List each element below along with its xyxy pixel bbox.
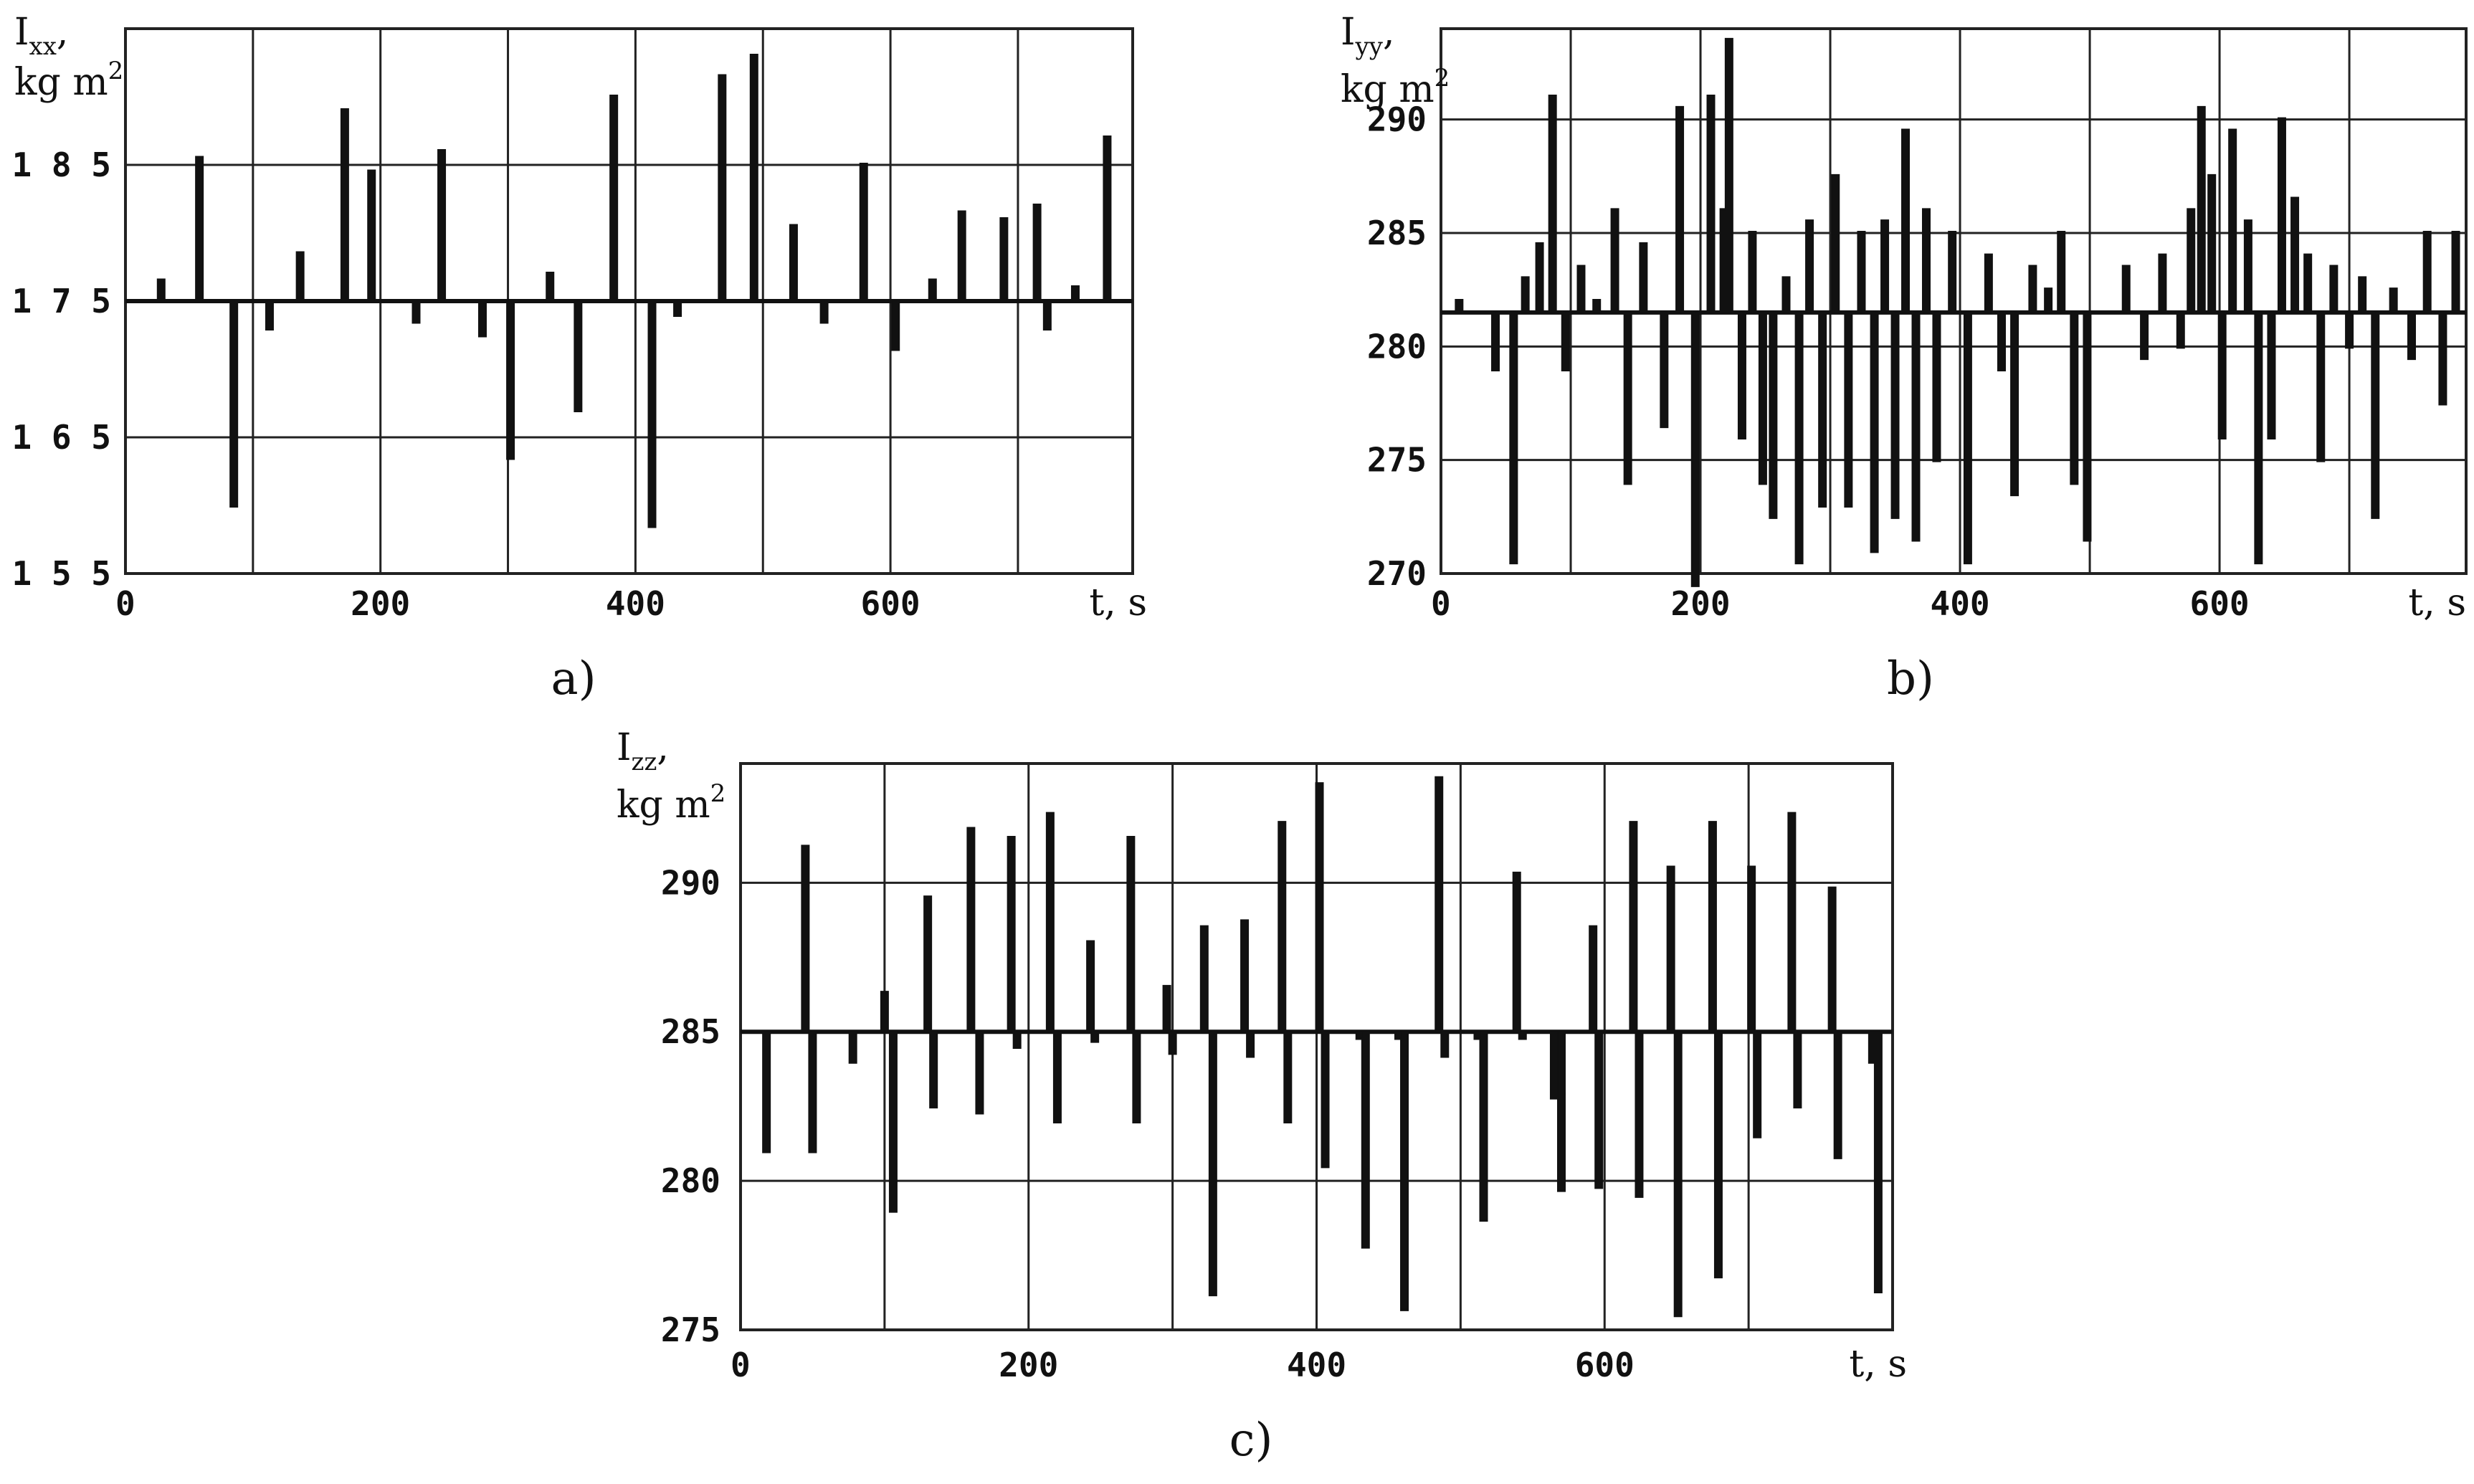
- x-tick-label: 200: [999, 1346, 1058, 1384]
- x-tick-label: 0: [1431, 584, 1451, 623]
- y-tick-label: 1 7 5: [12, 282, 111, 320]
- x-tick-label: 0: [731, 1346, 751, 1384]
- y-axis-unit: kg m2: [1341, 64, 1450, 111]
- panel-label-c: c): [1229, 1414, 1273, 1467]
- x-tick-label: 0: [115, 584, 135, 623]
- x-tick-label: 600: [861, 584, 920, 623]
- x-axis-label: t, s: [1849, 1343, 1907, 1386]
- panel-label-b: b): [1887, 652, 1934, 705]
- y-tick-label: 275: [661, 1311, 720, 1349]
- x-tick-label: 200: [1670, 584, 1730, 623]
- y-tick-label: 1 6 5: [12, 418, 111, 457]
- plot-frame: [739, 762, 1894, 1331]
- y-tick-label: 285: [1367, 214, 1427, 252]
- x-tick-label: 400: [1931, 584, 1990, 623]
- x-tick-label: 600: [1575, 1346, 1635, 1384]
- y-axis-label: Izz,: [617, 726, 669, 776]
- y-axis-unit: kg m2: [617, 779, 725, 827]
- chart-panel-c: c) 275 280 285 290 0 200 400 600 t, s Izz,kg m2: [617, 726, 1907, 1467]
- plot-frame: [1440, 27, 2468, 575]
- y-tick-label: 285: [661, 1012, 720, 1051]
- y-tick-label: 1 5 5: [12, 554, 111, 593]
- x-axis-label: t, s: [2408, 581, 2466, 624]
- x-tick-label: 400: [1287, 1346, 1346, 1384]
- y-tick-label: 280: [1367, 327, 1427, 366]
- data-series-line: [125, 54, 1133, 528]
- y-tick-label: 290: [661, 863, 720, 902]
- panel-label-a: a): [551, 652, 596, 705]
- y-axis-label: Ixx,: [14, 11, 68, 61]
- x-tick-label: 400: [606, 584, 665, 623]
- y-axis-unit: kg m2: [14, 57, 123, 104]
- x-tick-label: 600: [2190, 584, 2250, 623]
- y-tick-label: 290: [1367, 100, 1427, 139]
- x-tick-label: 200: [351, 584, 410, 623]
- y-tick-label: 275: [1367, 441, 1427, 480]
- chart-panel-a: a) 1 5 5 1 6 5 1 7 5 1 8 5 0 200 400 600 t, s Ixx…: [12, 11, 1147, 705]
- y-tick-label: 270: [1367, 554, 1427, 593]
- x-axis-label: t, s: [1089, 581, 1147, 624]
- y-tick-label: 1 8 5: [12, 146, 111, 184]
- y-axis-label: Iyy,: [1341, 11, 1395, 61]
- chart-panel-b: b) 270 275 280 285 290 0 200 400 600 t, s Iyy,kg m…: [1341, 11, 2468, 705]
- y-tick-label: 280: [661, 1161, 720, 1200]
